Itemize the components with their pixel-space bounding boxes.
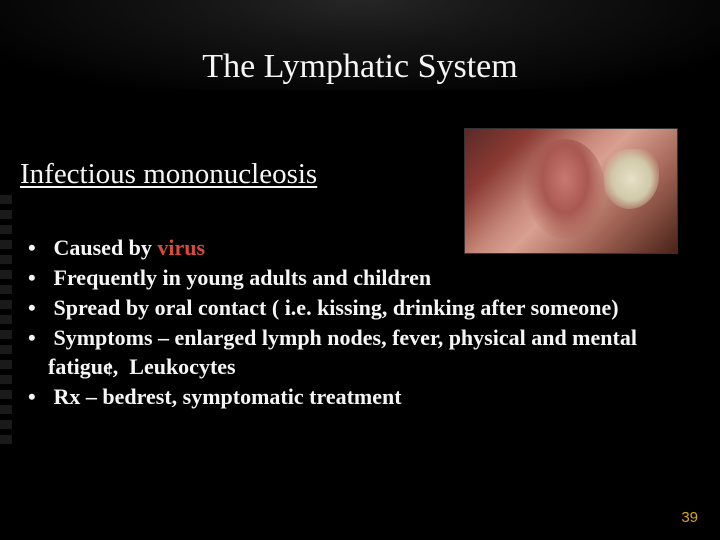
bullet-text: Spread by oral contact ( i.e. kissing, d…	[48, 295, 619, 320]
bullet-item: Frequently in young adults and children	[28, 264, 660, 292]
bullet-item: Symptoms – enlarged lymph nodes, fever, …	[28, 324, 660, 380]
bullet-list: Caused by virus Frequently in young adul…	[28, 234, 660, 413]
slide-title: The Lymphatic System	[0, 48, 720, 86]
bullet-text: Caused by	[54, 235, 158, 260]
bullet-text: Rx – bedrest, symptomatic treatment	[48, 384, 402, 409]
slide-subtitle: Infectious mononucleosis	[20, 158, 317, 191]
bullet-text: Frequently in young adults and children	[48, 265, 431, 290]
bullet-item: Rx – bedrest, symptomatic treatment	[28, 383, 660, 411]
bullet-text: Leukocytes	[124, 354, 236, 379]
bullet-item: Caused by virus	[28, 234, 660, 262]
bullet-highlight: virus	[157, 235, 205, 260]
bullet-item: Spread by oral contact ( i.e. kissing, d…	[28, 294, 660, 322]
page-number: 39	[681, 509, 698, 526]
